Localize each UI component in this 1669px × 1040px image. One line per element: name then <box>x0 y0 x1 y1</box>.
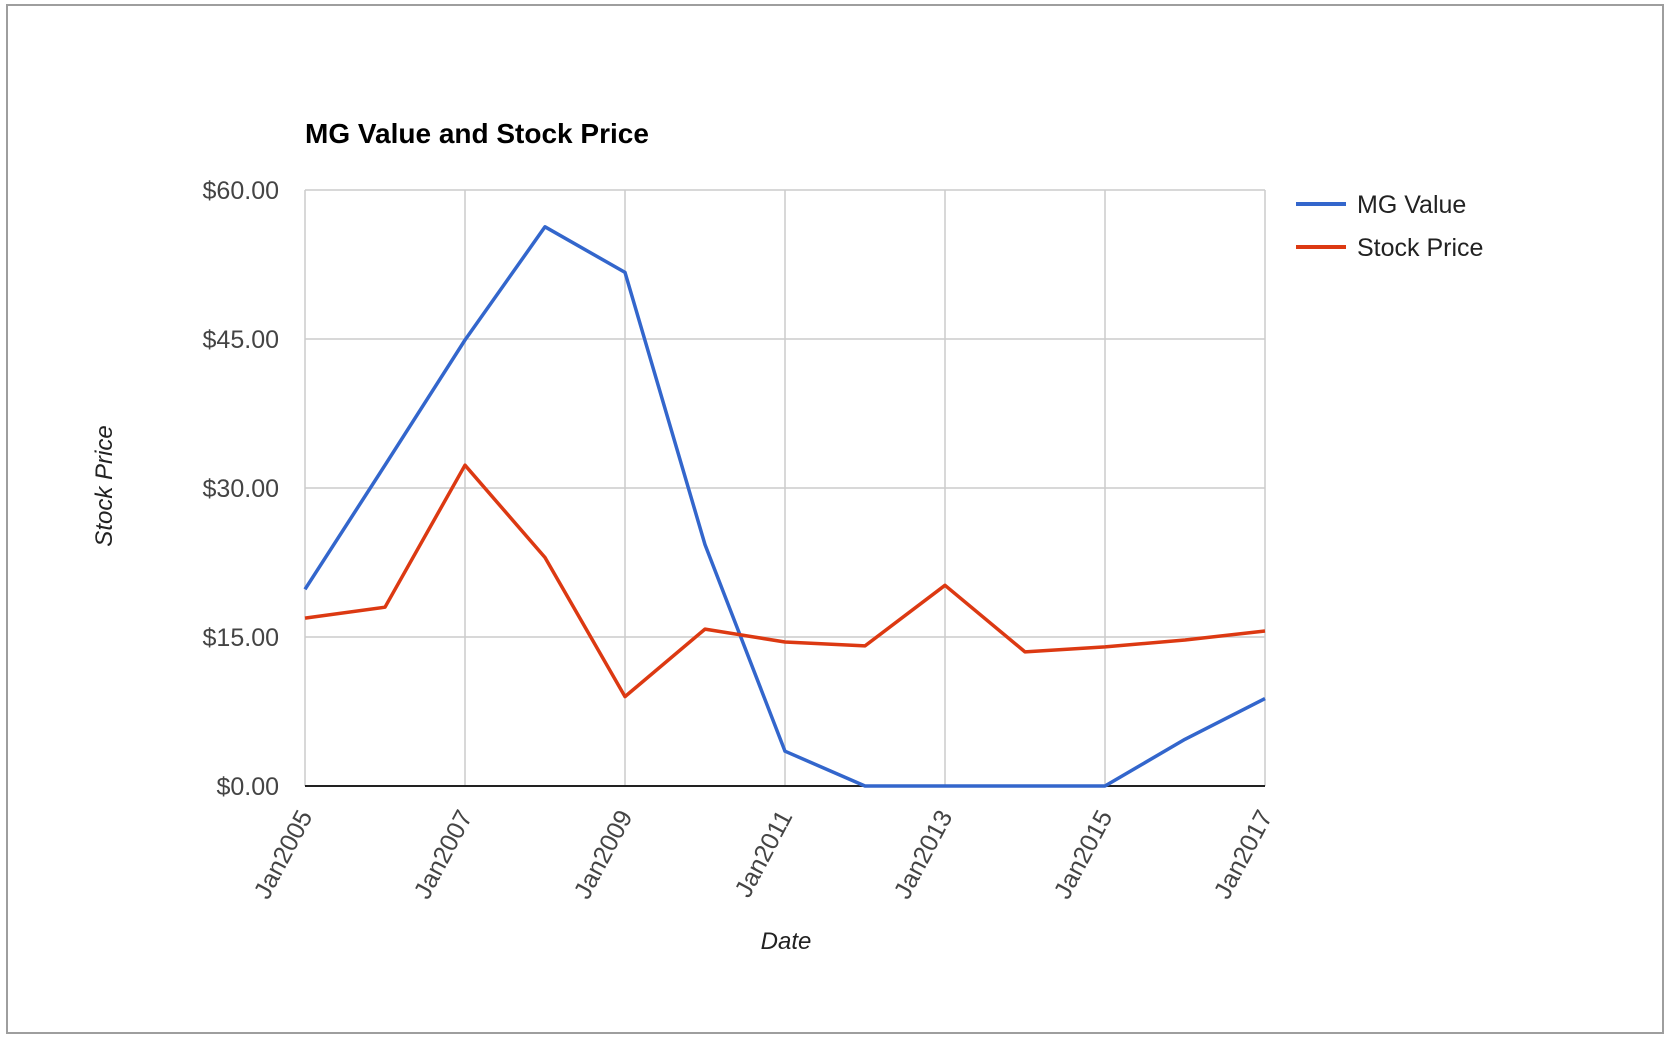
x-tick-label: Jan2007 <box>409 806 479 904</box>
x-tick-label: Jan2015 <box>1049 806 1119 904</box>
y-tick-label: $60.00 <box>203 177 279 205</box>
chart-title: MG Value and Stock Price <box>305 118 649 149</box>
series-lines <box>303 225 1266 788</box>
y-axis-label: Stock Price <box>91 425 118 546</box>
x-tick-label: Jan2011 <box>729 806 798 902</box>
x-tick-label: Jan2013 <box>889 806 959 904</box>
x-axis-label: Date <box>761 928 812 955</box>
y-tick-label: $15.00 <box>203 624 279 652</box>
gridlines <box>304 189 1266 786</box>
chart-container[interactable]: MG Value and Stock Price Stock Price Dat… <box>6 4 1664 1034</box>
line-chart: MG Value and Stock Price Stock Price Dat… <box>91 118 1483 955</box>
y-tick-label: $45.00 <box>203 326 279 354</box>
x-tick-label: Jan2009 <box>569 806 639 904</box>
legend-label: MG Value <box>1357 191 1466 219</box>
x-tick-label: Jan2017 <box>1209 806 1279 904</box>
y-tick-label: $0.00 <box>216 773 279 801</box>
y-tick-label: $30.00 <box>203 475 279 503</box>
axes: $0.00 $15.00 $30.00 $45.00 $60.00 Jan2005 Jan2… <box>203 177 1279 904</box>
legend[interactable]: MG Value Stock Price <box>1296 191 1483 262</box>
legend-label: Stock Price <box>1357 234 1483 262</box>
x-tick-label: Jan2005 <box>249 806 319 904</box>
